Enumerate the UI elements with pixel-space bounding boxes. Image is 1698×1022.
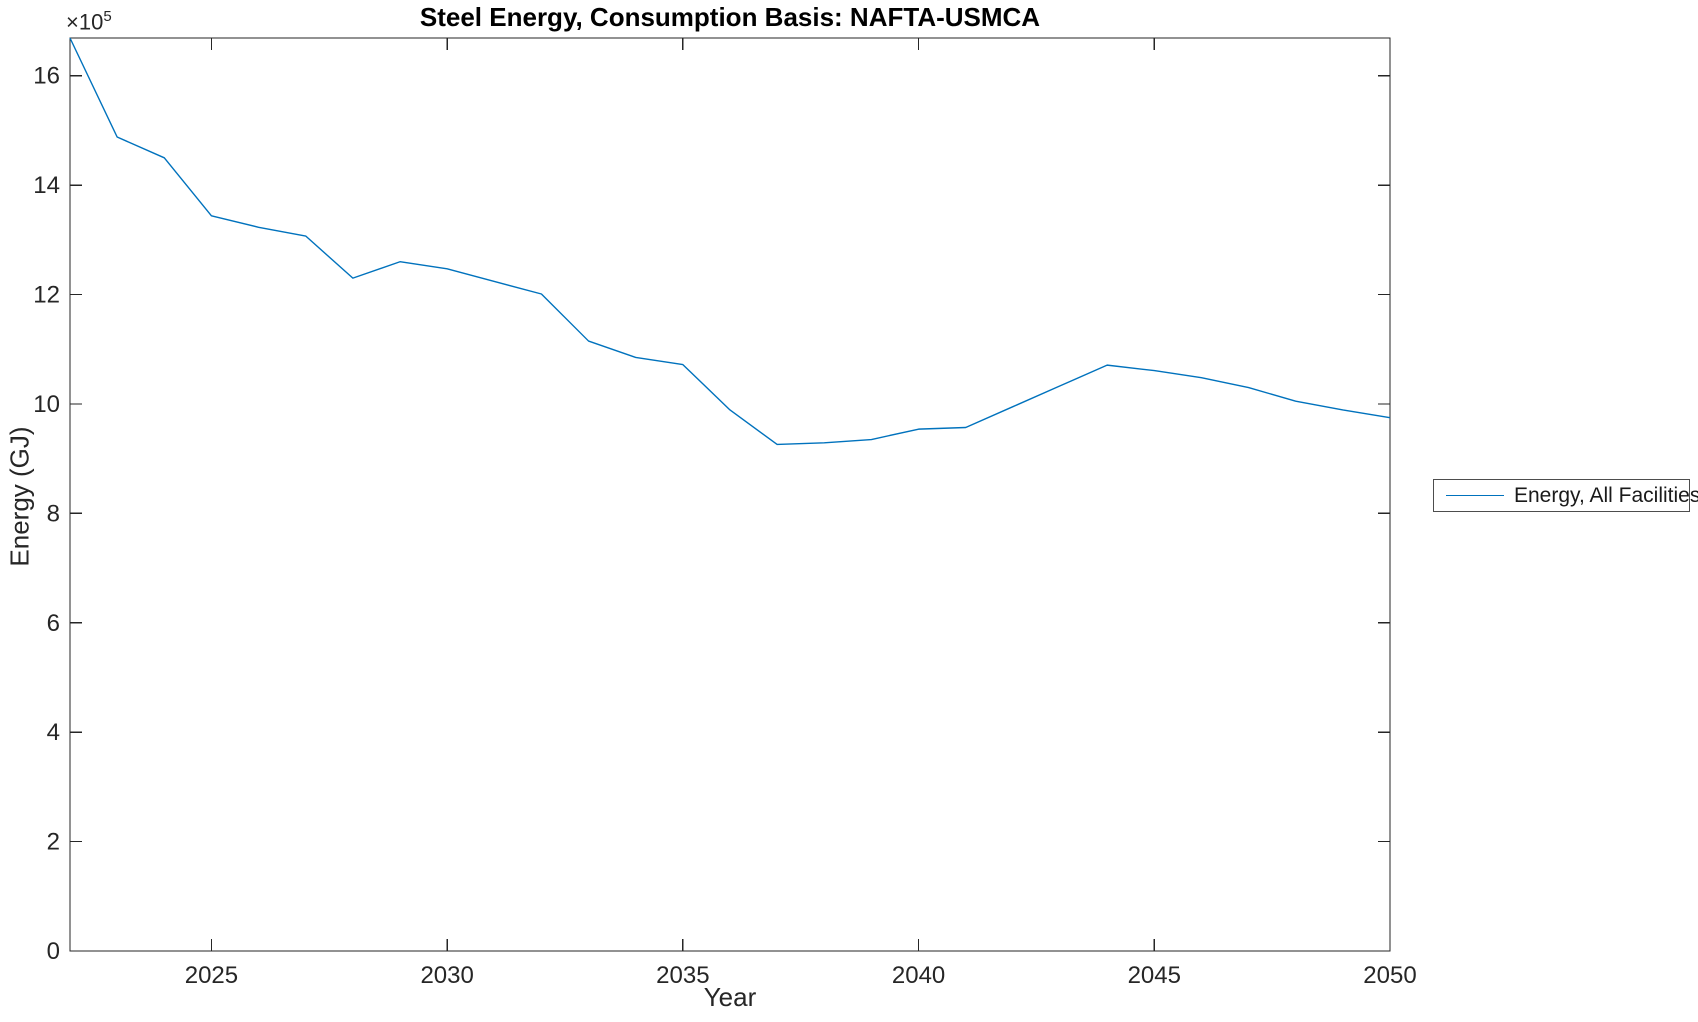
y-axis-label: Energy (GJ) — [4, 426, 35, 567]
y-tick-label: 8 — [47, 500, 60, 527]
y-tick-label: 10 — [33, 391, 60, 418]
y-tick-label: 4 — [47, 719, 60, 746]
legend: Energy, All Facilities — [1433, 479, 1698, 512]
y-tick-label: 12 — [33, 282, 60, 309]
x-axis-label: Year — [703, 982, 757, 1012]
legend-entry-label: Energy, All Facilities — [1514, 483, 1698, 507]
x-tick-label: 2035 — [656, 962, 709, 989]
legend-line-sample — [1446, 495, 1504, 496]
y-axis-multiplier: ×105 — [66, 8, 112, 35]
y-tick-label: 0 — [47, 938, 60, 965]
axes-box — [69, 37, 1391, 952]
x-tick-label: 2025 — [185, 962, 238, 989]
series-line — [69, 37, 1391, 446]
x-tick-label: 2030 — [420, 962, 473, 989]
y-axis-multiplier-exponent: 5 — [103, 8, 112, 25]
chart-title: Steel Energy, Consumption Basis: NAFTA-U… — [419, 2, 1041, 32]
y-axis-multiplier-base: ×10 — [66, 9, 104, 35]
x-tick-label: 2040 — [892, 962, 945, 989]
y-tick-label: 14 — [33, 172, 60, 199]
y-tick-label: 6 — [47, 610, 60, 637]
y-tick-label: 16 — [33, 63, 60, 90]
y-tick-label: 2 — [47, 829, 60, 856]
x-tick-label: 2050 — [1363, 962, 1416, 989]
x-tick-label: 2045 — [1128, 962, 1181, 989]
